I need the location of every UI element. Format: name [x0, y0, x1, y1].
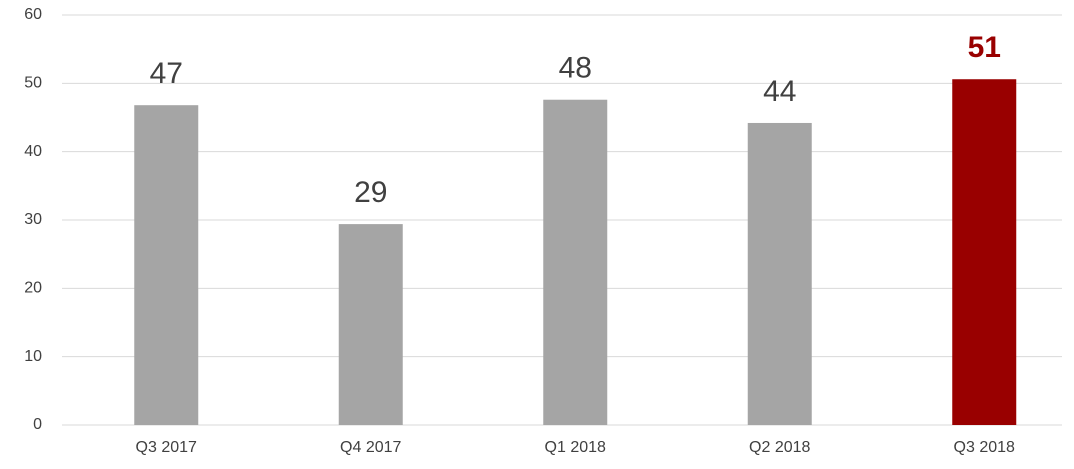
value-label: 29: [354, 176, 387, 209]
x-tick-label: Q3 2017: [136, 439, 197, 456]
bar: [134, 105, 199, 425]
value-label: 44: [763, 75, 796, 108]
bar: [747, 122, 812, 425]
x-tick-label: Q2 2018: [749, 439, 810, 456]
y-tick-label: 10: [24, 348, 42, 365]
value-label: 47: [150, 57, 183, 90]
value-label: 48: [559, 52, 592, 85]
x-tick-label: Q4 2017: [340, 439, 401, 456]
x-tick-label: Q1 2018: [545, 439, 606, 456]
bar: [338, 224, 403, 425]
bar: [543, 99, 608, 425]
x-tick-label: Q3 2018: [954, 439, 1015, 456]
y-tick-label: 60: [24, 6, 42, 23]
bar: [952, 79, 1017, 425]
y-tick-label: 50: [24, 75, 42, 92]
y-tick-label: 0: [33, 416, 42, 433]
y-tick-label: 30: [24, 211, 42, 228]
value-label: 51: [968, 31, 1001, 64]
y-tick-label: 40: [24, 143, 42, 160]
y-tick-label: 20: [24, 280, 42, 297]
